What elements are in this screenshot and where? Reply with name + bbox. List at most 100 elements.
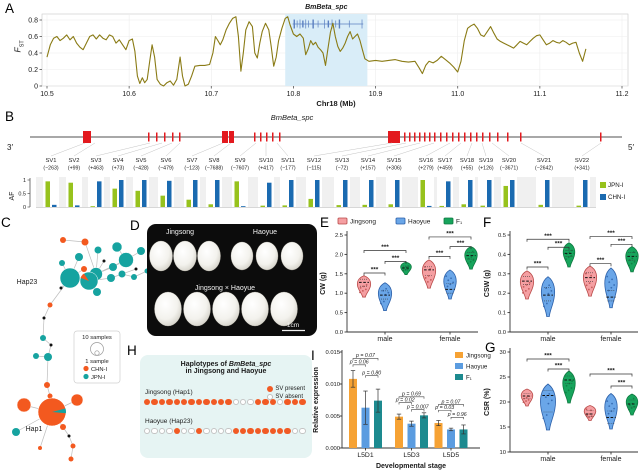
y-tick-label: 0.2 <box>498 291 506 297</box>
fst-line-chart: BmBeta_spc 0.8 0.6 0.4 0.2 010.5 10.6 10.7 10.8 1… <box>28 4 628 108</box>
hap-node <box>118 270 126 278</box>
y-axis-title: CSW (g) <box>484 270 491 297</box>
sv-size: (+73) <box>112 166 125 172</box>
violin-legend-swatch <box>395 217 406 225</box>
sig-stars: *** <box>607 368 615 375</box>
sig-stars: *** <box>381 244 389 251</box>
data-point <box>547 292 550 295</box>
exon-tick <box>489 132 491 142</box>
af-bar-jpn <box>439 205 444 207</box>
data-point <box>611 402 613 405</box>
hap-node <box>44 353 52 361</box>
x-cat-label: L5D3 <box>403 452 419 459</box>
data-point <box>590 286 593 289</box>
expression-bar-chart: 0.000 0.005 0.010 0.015 Relative expression L… <box>313 350 491 470</box>
y-axis-title: Relative expression <box>313 367 320 433</box>
data-point <box>426 281 429 283</box>
af-bar-chn <box>510 180 515 207</box>
cocoon <box>173 240 197 272</box>
line-shape <box>213 142 232 157</box>
bar <box>374 400 382 448</box>
x-tick-label: 10.8 <box>287 91 301 98</box>
af-bar-jpn <box>336 205 341 207</box>
hap-node <box>137 247 145 255</box>
af-bar-jpn <box>461 204 466 207</box>
h-title-gene: BmBeta_spc <box>228 361 272 368</box>
line-shape <box>73 142 96 157</box>
line-shape <box>491 142 510 157</box>
h-legend-absent-label: SV absent <box>275 394 303 400</box>
sv-size: (+463) <box>88 166 103 172</box>
sv-name: SV13 <box>335 158 349 164</box>
sig-bracket <box>363 250 407 254</box>
data-point <box>445 275 448 278</box>
hap-node <box>59 286 63 290</box>
sig-stars: *** <box>436 250 444 257</box>
x-tick-label: 11.0 <box>451 91 464 98</box>
exon-tick <box>409 132 411 142</box>
y-tick-label: 0.5 <box>335 311 343 317</box>
highlight-region <box>285 14 368 86</box>
data-point <box>630 407 633 410</box>
p-bracket <box>398 396 425 399</box>
sv-card <box>133 177 149 208</box>
pie-wedge <box>52 408 66 414</box>
bar-legend-label: Haoyue <box>466 364 488 371</box>
data-point <box>632 397 635 400</box>
sv-name: SV14 <box>361 158 376 164</box>
exon-block <box>83 131 91 143</box>
violin <box>540 276 556 317</box>
gene-structure-af-chart: BmBeta_spc 3′ 5′ AF 1 0.5 0 SV1 (−263) SV2 (+99) SV… <box>7 113 634 211</box>
bar <box>420 415 428 448</box>
cocoon <box>255 241 279 271</box>
sv-name: SV1 <box>46 158 57 164</box>
sv-name: SV3 <box>91 158 102 164</box>
pie-wedge <box>80 273 89 281</box>
af-bar-chn <box>369 180 374 207</box>
p-bracket <box>365 375 379 378</box>
exon-tick <box>260 132 262 142</box>
sv-name: SV21 <box>537 158 551 164</box>
sv-present-dot <box>158 399 166 406</box>
data-point <box>608 405 611 408</box>
exon-tick <box>452 132 454 142</box>
sv-card <box>536 177 552 208</box>
sv-present-dot <box>166 399 173 406</box>
line-shape <box>313 142 393 157</box>
x-tick-label: 10.5 <box>40 91 54 98</box>
p-bracket <box>438 404 464 407</box>
sv-present-dot <box>299 399 306 406</box>
data-point <box>610 286 613 289</box>
exon-tick <box>497 132 499 142</box>
af-bar-chn <box>119 180 124 207</box>
sig-bracket <box>547 368 570 372</box>
sv-card <box>478 177 494 208</box>
exon-tick <box>458 132 460 142</box>
sv-present-dot <box>195 428 203 435</box>
line-shape <box>62 239 86 243</box>
data-point <box>405 266 408 268</box>
data-point <box>628 404 631 407</box>
legend-1-sample: 1 sample <box>85 359 109 365</box>
violin <box>583 405 597 421</box>
x-tick-label: 10.7 <box>204 91 218 98</box>
line-shape <box>444 142 462 157</box>
sig-stars: *** <box>544 233 552 240</box>
y-axis-title: CSR (%) <box>484 388 491 416</box>
sig-stars: *** <box>555 241 563 248</box>
p-value-label: p = 0.02 <box>395 397 415 403</box>
sv-size: (−123) <box>184 166 199 172</box>
sv-card <box>43 177 59 208</box>
sv-present-dot <box>217 399 225 406</box>
af-bar-jpn <box>160 195 165 207</box>
data-point <box>450 277 452 280</box>
violin <box>540 383 556 431</box>
af-bar-jpn <box>90 206 95 207</box>
sv-present-dot <box>262 428 269 435</box>
p-value-label: p = 0.06 <box>349 360 369 366</box>
af-bar-chn <box>583 180 588 207</box>
data-point <box>550 289 553 292</box>
